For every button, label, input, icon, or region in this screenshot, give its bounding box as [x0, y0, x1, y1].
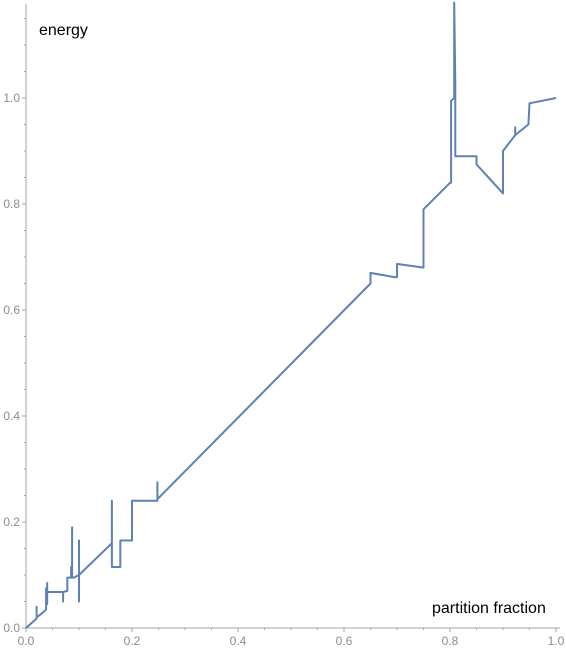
x-tick-label: 0.0	[18, 634, 35, 648]
series-layer	[25, 1, 557, 629]
y-tick-label: 0.2	[3, 515, 20, 529]
y-tick-label: 0.4	[3, 409, 20, 423]
x-axis: 0.0 0.2 0.4 0.6 0.8 1.0	[18, 627, 565, 648]
y-tick-label: 0.0	[3, 621, 20, 635]
series-line-0	[25, 1, 557, 629]
y-axis-title: energy	[39, 22, 88, 39]
x-tick-label: 0.4	[230, 634, 247, 648]
x-tick-label: 0.6	[336, 634, 353, 648]
x-tick-label: 0.2	[124, 634, 141, 648]
x-tick-label: 1.0	[548, 634, 565, 648]
x-axis-title: partition fraction	[432, 600, 546, 617]
y-tick-label: 1.0	[3, 91, 20, 105]
x-tick-label: 0.8	[442, 634, 459, 648]
y-tick-label: 0.6	[3, 303, 20, 317]
y-tick-label: 0.8	[3, 197, 20, 211]
y-axis: 0.0 0.2 0.4 0.6 0.8 1.0	[3, 3, 27, 635]
